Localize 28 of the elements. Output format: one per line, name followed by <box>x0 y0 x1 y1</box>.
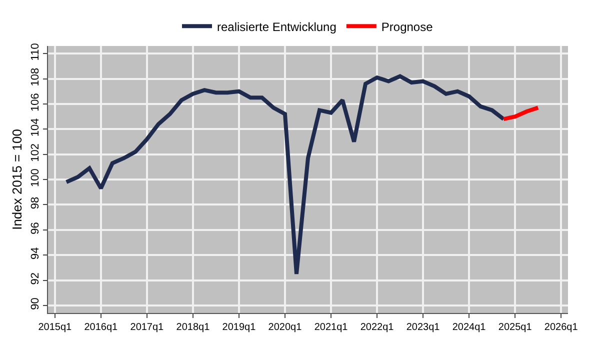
x-tick-label: 2016q1 <box>84 322 118 333</box>
y-tick-label: 106 <box>30 93 42 112</box>
y-tick-label: 90 <box>30 298 42 310</box>
x-tick-label: 2018q1 <box>176 322 210 333</box>
legend-label: Prognose <box>381 20 434 34</box>
x-tick-label: 2023q1 <box>406 322 440 333</box>
line-series <box>64 74 506 276</box>
y-tick-label: 98 <box>30 196 42 210</box>
x-tick-label: 2020q1 <box>268 322 302 333</box>
y-tick-label: 104 <box>30 118 42 137</box>
x-tick-label: 2026q1 <box>544 322 578 333</box>
x-tick-label: 2021q1 <box>314 322 348 333</box>
y-tick-label: 92 <box>30 272 42 285</box>
x-tick-label: 2017q1 <box>130 322 164 333</box>
x-tick-label: 2022q1 <box>360 322 394 333</box>
y-tick-label: 96 <box>30 222 42 234</box>
y-tick-label: 108 <box>30 68 42 86</box>
x-tick-label: 2015q1 <box>38 322 72 333</box>
x-tick-label: 2019q1 <box>222 322 256 333</box>
y-axis-title: Index 2015 = 100 <box>10 129 25 230</box>
y-tick-label: 100 <box>30 168 42 188</box>
y-tick-label: 94 <box>30 247 42 260</box>
y-tick-label: 110 <box>30 43 42 61</box>
legend-label: realisierte Entwicklung <box>217 20 336 34</box>
line-series <box>502 106 540 122</box>
x-tick-label: 2025q1 <box>498 322 532 333</box>
y-tick-label: 102 <box>30 143 42 162</box>
x-tick-label: 2024q1 <box>452 322 486 333</box>
